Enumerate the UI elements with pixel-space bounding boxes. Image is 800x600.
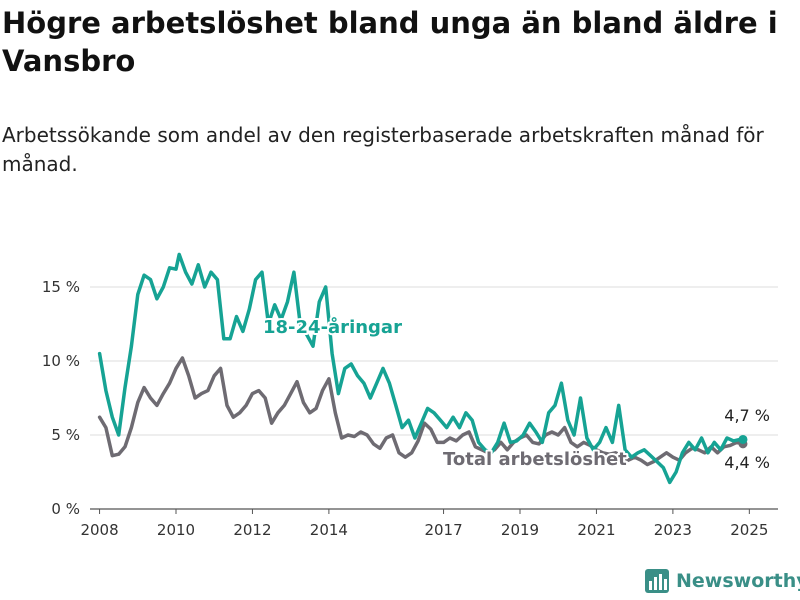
series-line — [97, 252, 745, 485]
series-lines — [97, 252, 748, 485]
end-value-youth: 4,7 % — [724, 406, 770, 425]
end-value-total: 4,4 % — [724, 453, 770, 472]
series-line — [97, 356, 745, 467]
x-tick-label: 2012 — [233, 521, 271, 539]
line-chart: 0 %5 %10 %15 % 2008 2010 2012 2014 2017 2019 2… — [42, 252, 778, 539]
bar-chart-logo-icon — [645, 569, 669, 593]
x-tick-label: 2025 — [730, 521, 768, 539]
end-value-total-halo: 4,4 % — [724, 453, 770, 472]
newsworthy-logo[interactable]: Newsworthy — [644, 568, 800, 594]
series-label-youth-halo: 18-24-åringar — [263, 316, 402, 338]
x-axis-ticks: 2008 2010 2012 2014 2017 2019 2021 2023 2025 — [80, 509, 768, 539]
end-value-youth-halo: 4,7 % — [724, 406, 770, 425]
series-label-total: Total arbetslöshet — [443, 449, 627, 470]
series-end-point — [738, 434, 748, 444]
x-tick-label: 2010 — [157, 521, 195, 539]
series-label-youth: 18-24-åringar — [263, 316, 402, 338]
chart-subtitle: Arbetssökande som andel av den registerb… — [2, 123, 764, 176]
y-axis-ticks: 0 % 5 % 10 % 15 % — [42, 278, 80, 518]
x-tick-label: 2014 — [310, 521, 348, 539]
x-tick-label: 2019 — [501, 521, 539, 539]
y-tick-label: 15 % — [42, 278, 80, 296]
x-tick-label: 2017 — [424, 521, 462, 539]
chart-title: Högre arbetslöshet bland unga än bland ä… — [2, 6, 778, 78]
brand-name: Newsworthy — [676, 570, 800, 592]
x-tick-label: 2008 — [80, 521, 118, 539]
x-tick-label: 2021 — [577, 521, 615, 539]
x-tick-label: 2023 — [654, 521, 692, 539]
y-tick-label: 5 % — [51, 426, 80, 444]
y-tick-label: 0 % — [51, 500, 80, 518]
y-tick-label: 10 % — [42, 352, 80, 370]
series-label-total-halo: Total arbetslöshet — [443, 449, 627, 470]
